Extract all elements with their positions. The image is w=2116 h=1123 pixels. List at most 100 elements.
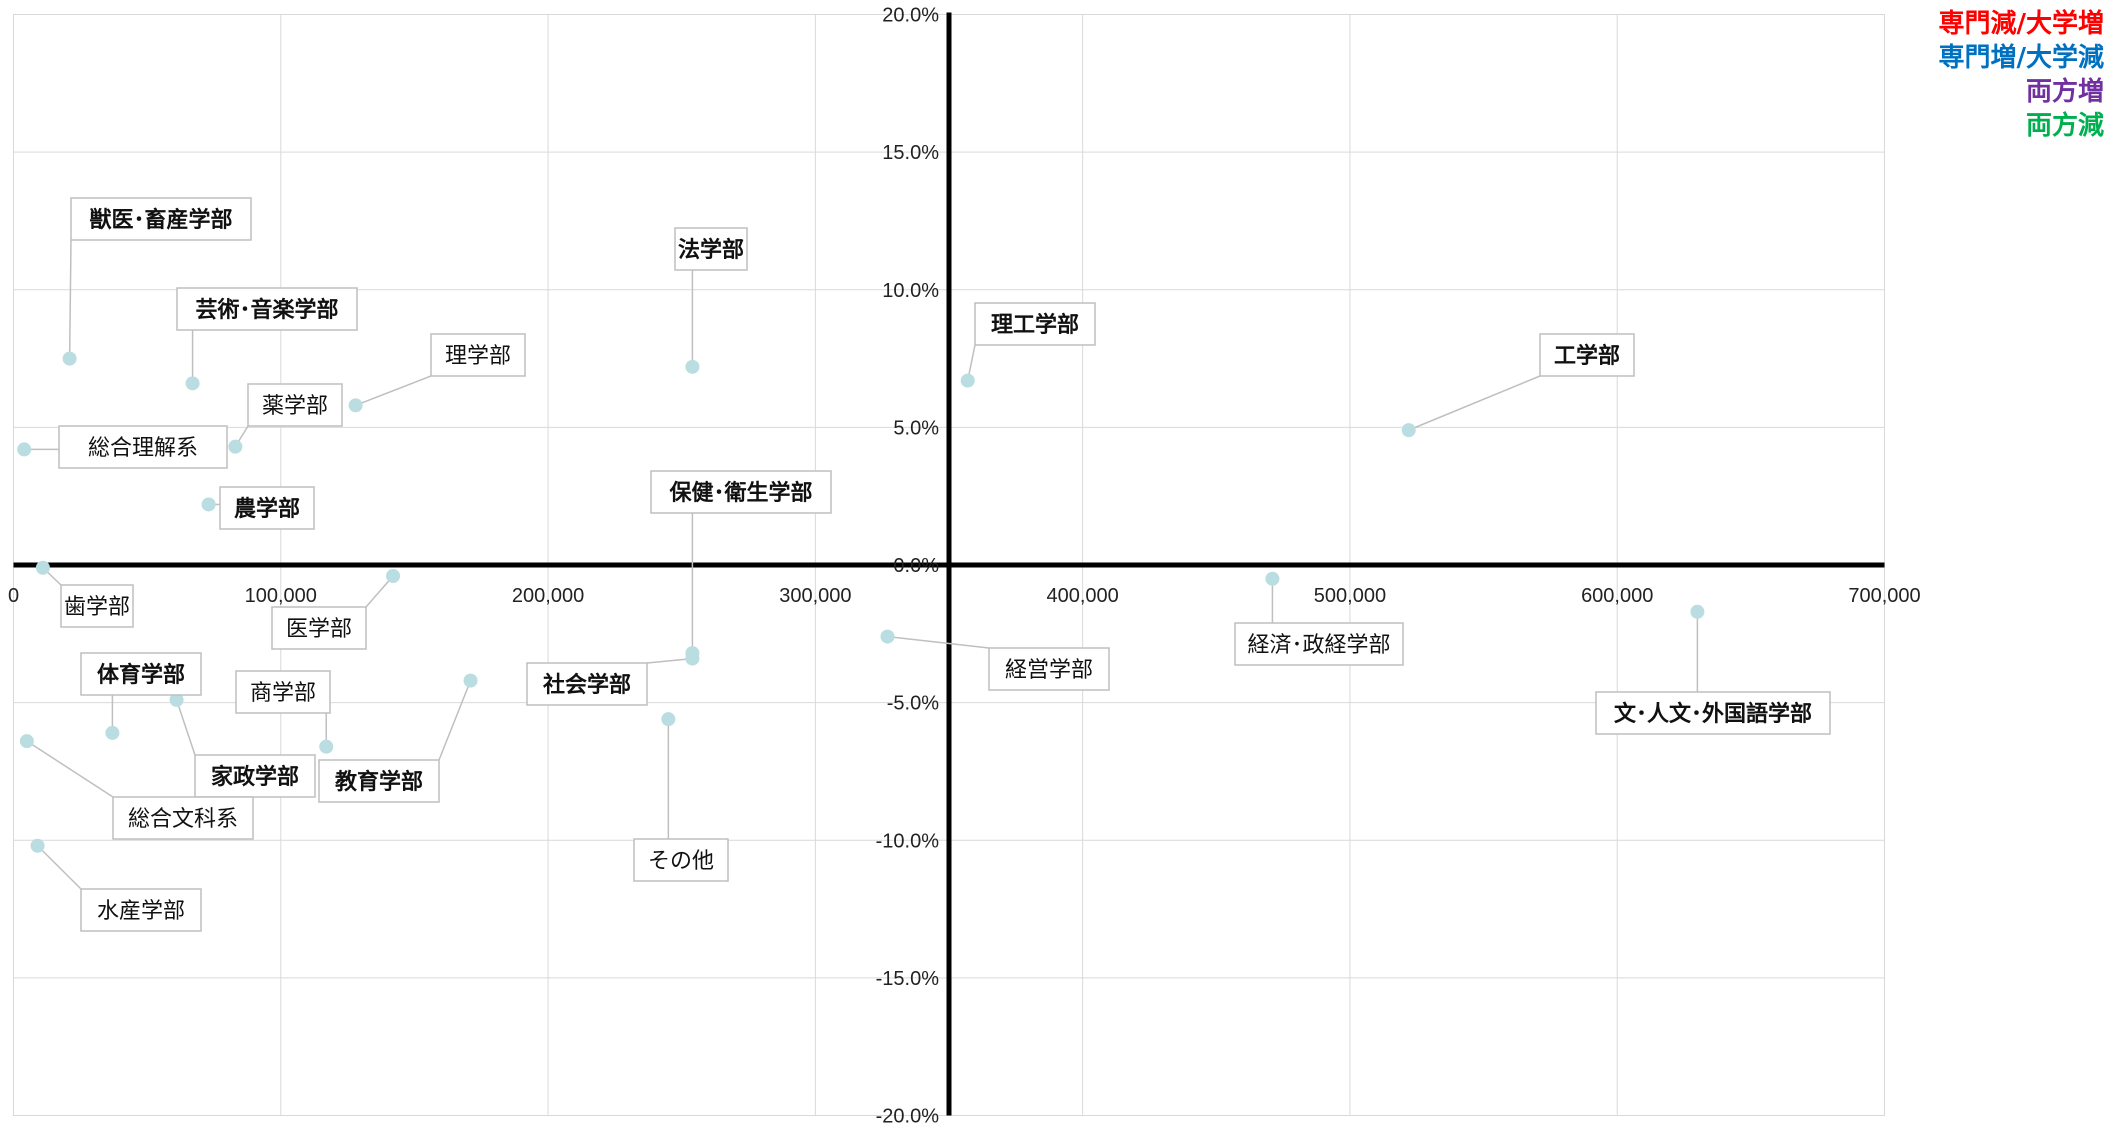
data-label-box: [247, 383, 343, 427]
data-label-box: [674, 227, 748, 271]
data-label-box: [526, 662, 648, 706]
data-label-box: [650, 470, 832, 514]
data-label-box: [194, 754, 316, 798]
y-tick-label: 0.0%: [893, 555, 939, 577]
data-point: [201, 497, 216, 512]
x-tick-label: 500,000: [1314, 585, 1386, 607]
x-tick-label: 200,000: [512, 585, 584, 607]
data-point: [463, 673, 478, 688]
data-label: 薬学部: [247, 383, 343, 427]
data-point: [62, 351, 77, 366]
data-label-text: 社会学部: [543, 672, 631, 698]
data-points: [17, 351, 1705, 853]
leader-line: [1408, 375, 1541, 431]
data-label-text: 家政学部: [211, 764, 299, 790]
data-point: [30, 838, 45, 853]
data-label-text: その他: [648, 849, 714, 874]
data-label: 農学部: [219, 486, 315, 530]
legend-entry: 両方減: [2026, 110, 2104, 141]
data-label-text: 理学部: [445, 344, 511, 369]
data-label-text: 経営学部: [1005, 658, 1093, 683]
x-tick-label: 700,000: [1848, 585, 1920, 607]
leader-line: [887, 635, 990, 649]
data-label-text: 商学部: [250, 681, 316, 706]
data-point: [1401, 423, 1416, 438]
data-point: [185, 376, 200, 391]
leader-line: [438, 680, 472, 761]
data-label: 歯学部: [60, 584, 134, 628]
data-label: 理工学部: [974, 302, 1096, 346]
y-tick-label: -20.0%: [876, 1106, 940, 1123]
data-point: [228, 439, 243, 454]
x-tick-label: 600,000: [1581, 585, 1653, 607]
data-label: 水産学部: [80, 888, 202, 932]
data-label: 総合理解系: [58, 425, 228, 469]
data-point: [19, 734, 34, 749]
data-label: その他: [633, 838, 729, 882]
data-point: [880, 629, 895, 644]
data-label-text: 芸術･音楽学部: [195, 297, 338, 323]
leader-line: [355, 375, 432, 407]
data-label: 文･人文･外国語学部: [1595, 691, 1831, 735]
data-point: [1265, 571, 1280, 586]
data-point: [348, 398, 363, 413]
data-label-box: [1595, 691, 1831, 735]
legend-entry: 両方増: [2026, 76, 2104, 107]
data-point: [169, 692, 184, 707]
axes: [13, 12, 1885, 1116]
data-label-box: [80, 652, 202, 696]
data-label: 家政学部: [194, 754, 316, 798]
data-label: 商学部: [235, 670, 331, 714]
data-label: 体育学部: [80, 652, 202, 696]
x-tick-label: 300,000: [779, 585, 851, 607]
leader-line: [175, 699, 196, 756]
x-tick-label: 0: [8, 585, 19, 607]
data-label-box: [271, 606, 367, 650]
y-tick-label: -5.0%: [887, 693, 939, 715]
data-label-text: 体育学部: [97, 662, 185, 688]
data-label: 医学部: [271, 606, 367, 650]
data-point: [386, 569, 401, 584]
data-label-text: 文･人文･外国語学部: [1614, 701, 1812, 727]
data-point: [35, 560, 50, 575]
y-tick-label: 20.0%: [882, 5, 939, 27]
data-point: [685, 359, 700, 374]
data-label-text: 教育学部: [335, 769, 423, 795]
data-label-box: [974, 302, 1096, 346]
data-label-box: [112, 796, 254, 840]
data-label: 社会学部: [526, 662, 648, 706]
data-label: 経営学部: [988, 647, 1110, 691]
data-label-text: 工学部: [1554, 343, 1620, 369]
data-label-text: 総合理解系: [88, 436, 198, 461]
data-label-box: [1234, 622, 1404, 666]
data-point: [17, 442, 32, 457]
y-tick-label: -15.0%: [876, 968, 940, 990]
data-label: 獣医･畜産学部: [70, 197, 252, 241]
leader-line: [37, 845, 82, 890]
tick-labels: 0 100,000 200,000 300,000 400,000 500,000 600,…: [8, 5, 1921, 1123]
data-label-text: 医学部: [286, 617, 352, 642]
data-label: 経済･政経学部: [1234, 622, 1404, 666]
y-tick-label: -10.0%: [876, 830, 940, 852]
x-tick-label: 400,000: [1046, 585, 1118, 607]
data-label-box: [219, 486, 315, 530]
data-label-box: [1539, 333, 1635, 377]
data-label-box: [80, 888, 202, 932]
data-label-box: [988, 647, 1110, 691]
data-label-text: 経済･政経学部: [1247, 633, 1390, 658]
data-label-box: [318, 759, 440, 803]
data-label-text: 総合文科系: [128, 807, 238, 832]
label-leader-lines: [24, 239, 1699, 890]
data-label-box: [430, 333, 526, 377]
data-label-box: [176, 287, 358, 331]
data-label-text: 歯学部: [64, 595, 130, 620]
data-label-text: 水産学部: [97, 899, 185, 924]
data-label-box: [58, 425, 228, 469]
data-label-box: [235, 670, 331, 714]
data-label: 総合文科系: [112, 796, 254, 840]
data-point: [685, 651, 700, 666]
data-label-box: [70, 197, 252, 241]
